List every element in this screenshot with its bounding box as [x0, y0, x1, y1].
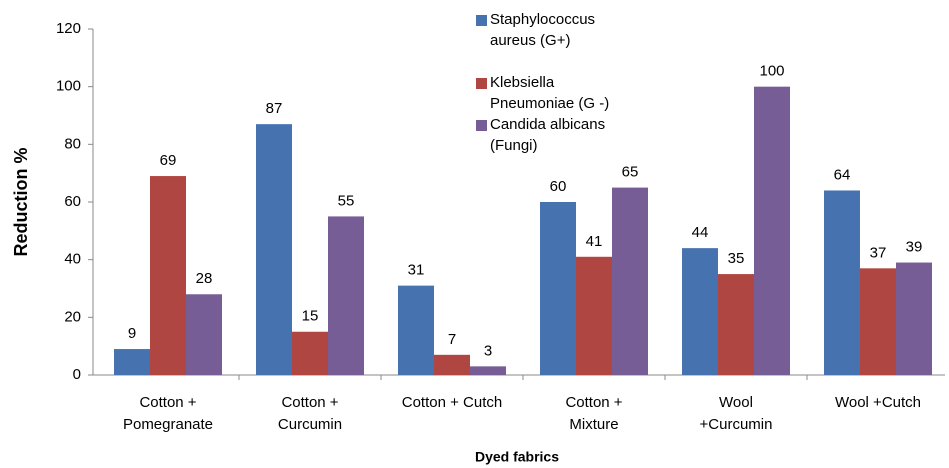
value-label: 3 — [484, 342, 492, 359]
bar — [896, 262, 932, 375]
x-tick-label: Cotton + — [565, 394, 622, 411]
x-tick-label: Wool — [719, 394, 753, 411]
legend-label: Candida albicans (Fungi) — [490, 116, 606, 154]
value-label: 65 — [622, 164, 639, 181]
bar — [718, 274, 754, 375]
y-tick-label: 40 — [64, 251, 81, 268]
y-tick-label: 80 — [64, 135, 81, 152]
bar — [150, 176, 186, 375]
x-tick-label: +Curcumin — [700, 416, 773, 433]
bar — [824, 190, 860, 375]
bar — [292, 331, 328, 375]
x-tick-label: Cotton + Cutch — [402, 394, 502, 411]
bar — [398, 285, 434, 375]
x-tick-label: Curcumin — [278, 416, 342, 433]
value-label: 9 — [128, 325, 136, 342]
value-label: 37 — [870, 244, 887, 261]
bar — [186, 294, 222, 375]
bar — [860, 268, 896, 375]
value-label: 15 — [302, 308, 319, 325]
x-tick-label: Pomegranate — [123, 416, 213, 433]
y-tick-label: 0 — [73, 366, 81, 383]
value-label: 44 — [692, 224, 709, 241]
legend-swatch — [476, 78, 487, 89]
bar — [470, 366, 506, 375]
x-tick-label: Cotton + — [281, 394, 338, 411]
x-axis-label: Dyed fabrics — [475, 449, 559, 465]
bar — [682, 248, 718, 375]
x-tick-label: Mixture — [569, 416, 618, 433]
legend-swatch — [476, 15, 487, 26]
value-label: 28 — [196, 270, 213, 287]
bar — [434, 354, 470, 375]
value-label: 69 — [160, 152, 177, 169]
value-label: 55 — [338, 192, 355, 209]
value-label: 100 — [759, 63, 784, 80]
legend-swatch — [476, 120, 487, 131]
y-tick-label: 100 — [56, 78, 81, 95]
bar — [754, 86, 790, 376]
value-label: 35 — [728, 250, 745, 267]
x-tick-label: Wool +Cutch — [835, 394, 921, 411]
y-axis-label: Reduction % — [11, 147, 31, 256]
bar — [576, 256, 612, 375]
value-label: 41 — [586, 233, 603, 250]
y-tick-label: 120 — [56, 20, 81, 37]
legend-label: Staphylococcus aureus (G+) — [490, 11, 596, 49]
bar — [256, 124, 292, 376]
bar — [114, 349, 150, 375]
value-label: 39 — [906, 239, 923, 256]
value-label: 64 — [834, 166, 851, 183]
bar — [612, 187, 648, 375]
legend-label: Klebsiella Pneumoniae (G -) — [490, 74, 610, 112]
x-tick-label: Cotton + — [139, 394, 196, 411]
value-label: 7 — [448, 331, 456, 348]
value-label: 31 — [408, 262, 425, 279]
y-tick-label: 20 — [64, 308, 81, 325]
value-label: 60 — [550, 178, 567, 195]
value-label: 87 — [266, 100, 283, 117]
bar — [328, 216, 364, 375]
y-tick-label: 60 — [64, 193, 81, 210]
bar — [540, 202, 576, 375]
